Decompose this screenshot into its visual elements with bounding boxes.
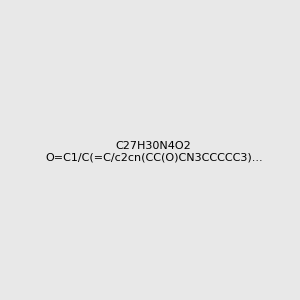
Text: C27H30N4O2
O=C1/C(=C/c2cn(CC(O)CN3CCCCC3)...: C27H30N4O2 O=C1/C(=C/c2cn(CC(O)CN3CCCCC3…: [45, 141, 262, 162]
